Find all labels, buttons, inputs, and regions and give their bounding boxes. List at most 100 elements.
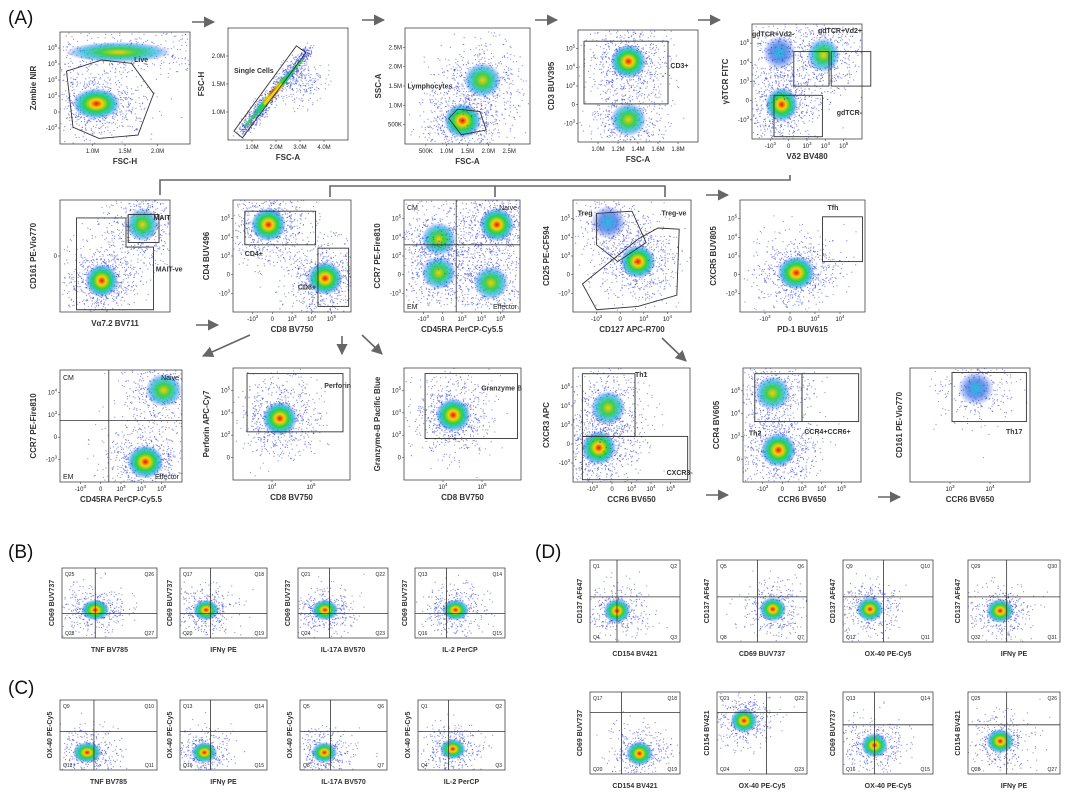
density-core [72,88,121,120]
event-dot [298,84,300,86]
event-dot [655,96,657,98]
event-dot [50,123,51,124]
event-dot [310,80,312,82]
event-dot [644,70,646,72]
arrow [201,334,251,358]
event-dot [105,72,107,74]
event-dot [467,124,469,127]
event-dot [180,38,182,40]
event-dot [647,135,649,137]
event-dot [67,113,70,115]
event-dot [497,93,499,95]
event-dot [469,99,471,101]
event-dot [440,44,442,47]
event-dot [14,63,15,64]
event-dot [471,94,473,96]
event-dot [784,80,786,82]
event-dot [455,88,458,90]
event-dot [475,106,477,108]
event-dot [146,63,148,66]
event-dot [117,40,119,42]
event-dot [667,113,669,116]
event-dot [185,50,187,52]
y-tick-label: 104 [48,75,58,84]
event-dot [615,93,617,95]
event-dot [254,98,256,100]
event-dot [506,77,509,79]
event-dot [637,95,639,97]
event-dot [480,58,482,60]
x-axis-label: FSC-A [276,153,301,162]
event-dot [480,134,482,137]
event-dot [272,99,274,101]
event-dot [453,145,454,146]
event-dot [504,79,506,81]
gate-label: Live [134,57,148,64]
event-dot [475,47,477,49]
event-dot [456,146,457,147]
event-dot [410,81,413,83]
event-dot [135,76,137,78]
event-dot [136,128,138,131]
density-core [610,44,647,79]
event-dot [780,79,782,81]
event-dot [602,65,604,67]
x-axis-label: FSC-A [626,155,651,164]
event-dot [249,131,252,134]
event-dot [129,26,130,27]
event-dot [291,54,293,56]
event-dot [284,103,287,105]
event-dot [509,45,511,47]
event-dot [658,133,660,136]
event-dot [72,142,74,144]
event-dot [628,144,629,145]
event-dot [126,106,128,108]
event-dot [266,92,269,94]
event-dot [69,44,71,46]
event-dot [163,61,165,63]
event-dot [620,42,622,44]
event-dot [101,74,104,76]
event-dot [419,164,420,165]
event-dot [808,87,810,90]
event-dot [64,27,65,28]
event-dot [432,89,434,92]
event-dot [676,86,679,88]
event-dot [111,33,113,36]
event-dot [497,111,499,113]
event-dot [509,107,511,109]
event-dot [152,63,154,65]
event-dot [605,109,607,111]
population-granulocytes [423,28,530,135]
event-dot [118,81,121,84]
event-dot [135,101,137,103]
event-dot [657,97,659,99]
event-dot [633,38,635,40]
event-dot [103,79,106,81]
event-dot [431,161,432,162]
event-dot [665,130,667,132]
event-dot [646,81,648,83]
event-dot [633,138,636,141]
event-dot [625,94,627,96]
event-dot [135,89,137,92]
event-dot [98,127,100,129]
event-dot [412,128,415,131]
event-dot [433,124,435,127]
event-dot [100,127,102,129]
event-dot [305,59,307,61]
event-dot [460,83,462,85]
event-dot [611,111,613,113]
event-dot [608,83,610,85]
event-dot [462,91,465,93]
event-dot [73,92,75,94]
event-dot [448,105,450,107]
event-dot [645,52,648,55]
event-dot [448,100,450,102]
event-dot [608,31,611,33]
event-dot [619,27,620,28]
event-dot [257,103,259,106]
event-dot [181,44,183,46]
event-dot [119,95,121,97]
event-dot [46,35,47,36]
